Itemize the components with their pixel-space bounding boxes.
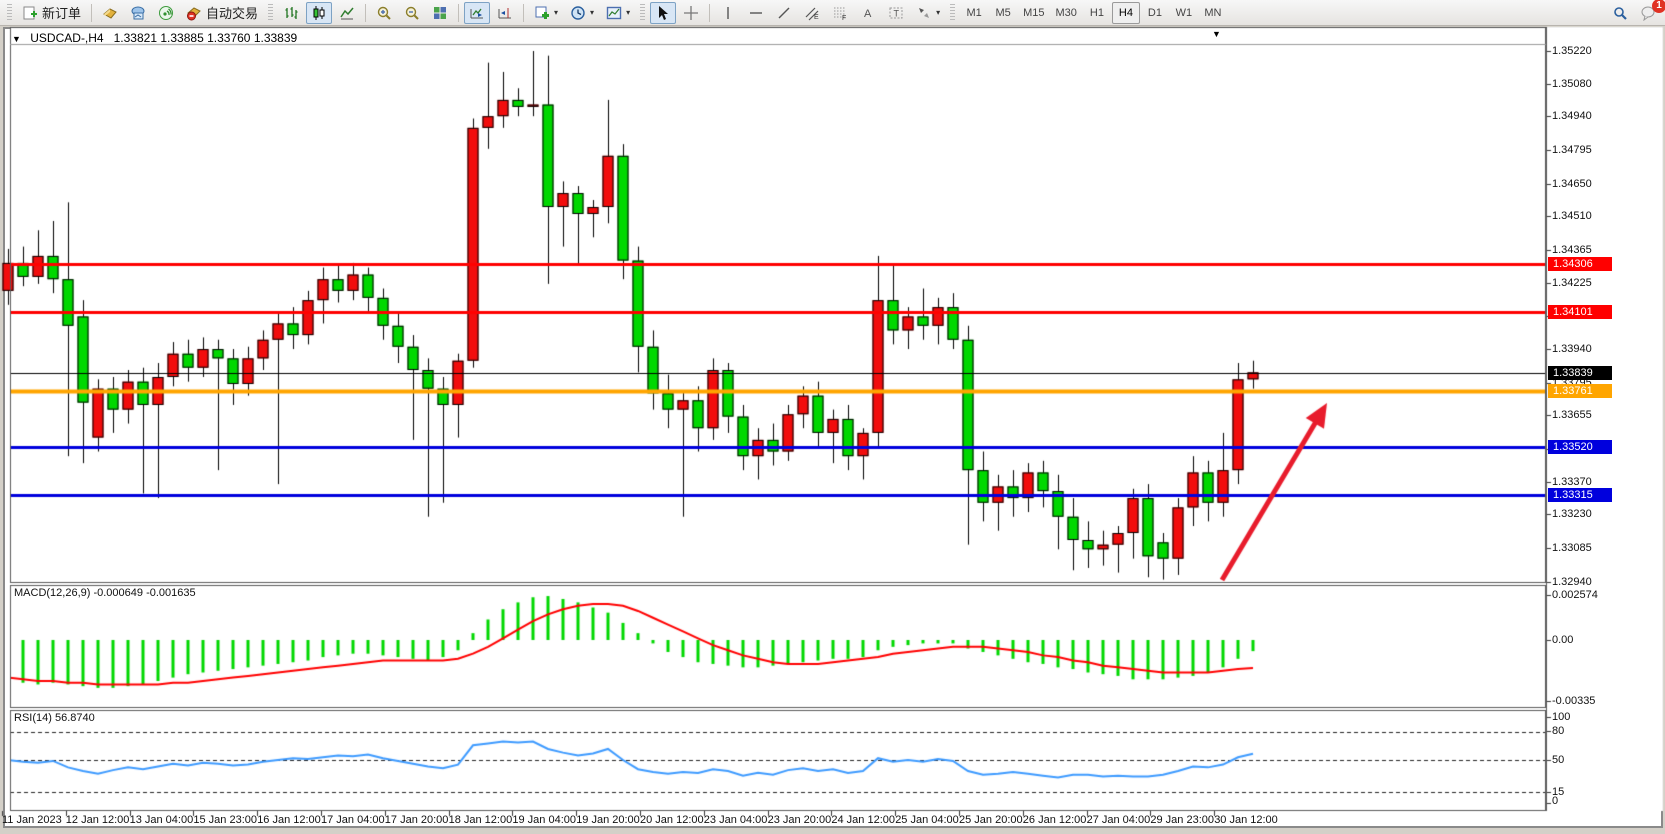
scroll-position-marker: ▼ (1212, 29, 1221, 39)
time-axis-label: 23 Jan 04:00 (703, 814, 768, 826)
ohlc-open: 1.33821 (113, 31, 158, 45)
level-price-badge: 1.34101 (1548, 305, 1612, 319)
price-axis-tick: 1.34795 (1552, 144, 1592, 156)
price-axis-tick: 1.33230 (1552, 508, 1592, 520)
rsi-axis-tick: 15 (1552, 786, 1565, 798)
macd-indicator-label: MACD(12,26,9) -0.000649 -0.001635 (14, 587, 196, 599)
rsi-axis-tick: 100 (1552, 711, 1571, 723)
time-axis-label: 25 Jan 20:00 (959, 814, 1023, 826)
ohlc-low: 1.33760 (207, 31, 251, 45)
time-axis-label: 16 Jan 12:00 (257, 814, 321, 826)
current-price-badge: 1.33839 (1548, 366, 1612, 380)
rsi-axis-tick: 50 (1552, 754, 1565, 766)
price-axis-tick: 1.33085 (1552, 542, 1592, 554)
time-axis-label: 20 Jan 12:00 (640, 814, 704, 826)
macd-axis-tick: 0.00 (1552, 634, 1574, 646)
level-price-badge: 1.33761 (1548, 384, 1612, 398)
time-axis-label: 25 Jan 04:00 (895, 814, 959, 826)
price-axis-tick: 1.34365 (1552, 244, 1592, 256)
price-axis-tick: 1.34940 (1552, 110, 1592, 122)
ohlc-close: 1.33839 (253, 31, 298, 45)
time-axis-label: 26 Jan 12:00 (1022, 814, 1087, 826)
price-axis-tick: 1.33655 (1552, 409, 1592, 421)
price-axis-tick: 1.35080 (1552, 78, 1592, 90)
chart-title: ▼ USDCAD-,H4 1.33821 1.33885 1.33760 1.3… (12, 31, 297, 45)
time-axis-label: 29 Jan 23:00 (1150, 814, 1215, 826)
time-axis-label: 13 Jan 04:00 (129, 814, 194, 826)
price-axis-tick: 1.32940 (1552, 576, 1592, 588)
macd-axis-tick: -0.00335 (1552, 695, 1596, 707)
collapse-triangle-icon[interactable]: ▼ (12, 34, 21, 44)
time-axis-label: 11 Jan 2023 (2, 814, 62, 826)
price-axis-tick: 1.34510 (1552, 210, 1592, 222)
level-price-badge: 1.34306 (1548, 257, 1612, 271)
time-axis-label: 30 Jan 12:00 (1214, 814, 1278, 826)
time-axis-label: 23 Jan 20:00 (767, 814, 832, 826)
time-axis-label: 12 Jan 12:00 (65, 814, 130, 826)
price-axis-tick: 1.34650 (1552, 178, 1592, 190)
price-axis-tick: 1.34225 (1552, 277, 1592, 289)
rsi-axis-tick: 80 (1552, 725, 1565, 737)
chart-symbol: USDCAD-,H4 (30, 31, 104, 45)
price-axis-tick: 1.35220 (1552, 45, 1592, 57)
time-axis-label: 19 Jan 04:00 (512, 814, 577, 826)
time-axis-label: 27 Jan 04:00 (1086, 814, 1151, 826)
level-price-badge: 1.33520 (1548, 440, 1612, 454)
time-axis-label: 17 Jan 04:00 (321, 814, 385, 826)
time-axis-label: 19 Jan 20:00 (576, 814, 640, 826)
level-price-badge: 1.33315 (1548, 488, 1612, 502)
time-axis-label: 24 Jan 12:00 (831, 814, 896, 826)
price-axis-tick: 1.33370 (1552, 476, 1592, 488)
rsi-axis-tick: 0 (1552, 795, 1559, 807)
time-axis-label: 17 Jan 20:00 (384, 814, 449, 826)
ohlc-high: 1.33885 (160, 31, 204, 45)
time-axis-label: 18 Jan 12:00 (448, 814, 513, 826)
rsi-indicator-label: RSI(14) 56.8740 (14, 712, 95, 724)
time-axis-label: 15 Jan 23:00 (193, 814, 258, 826)
price-axis-tick: 1.33940 (1552, 343, 1592, 355)
status-strip (0, 828, 1665, 834)
macd-axis-tick: 0.002574 (1552, 589, 1598, 601)
